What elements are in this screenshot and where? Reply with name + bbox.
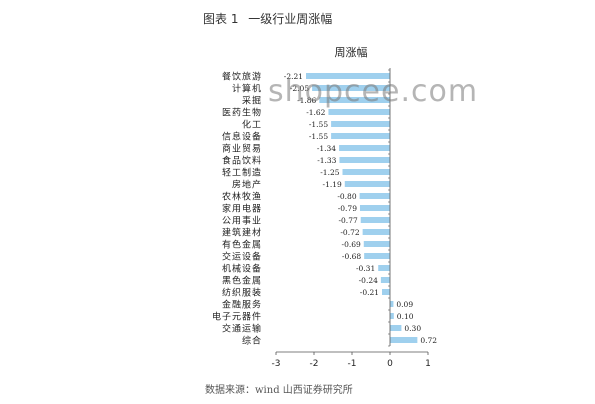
bar-1 <box>312 85 390 91</box>
bar-8 <box>342 169 390 175</box>
x-tick-label-2: -1 <box>348 359 357 369</box>
x-tick-label-0: -3 <box>272 359 281 369</box>
category-label-3: 医药生物 <box>222 107 262 119</box>
category-label-20: 电子元器件 <box>212 311 262 323</box>
category-label-16: 机械设备 <box>222 263 262 275</box>
chart-panel: 周涨幅餐饮旅游 -2.21 计算机 -2.05 采掘 -1.86 医药生物 -1.62 化工 -1… <box>205 30 465 370</box>
bar-13 <box>362 229 390 235</box>
bar-20 <box>390 313 394 319</box>
value-label-7: -1.33 <box>317 156 336 165</box>
bar-3 <box>328 109 390 115</box>
category-label-2: 采掘 <box>242 95 262 107</box>
category-label-12: 公用事业 <box>222 215 262 227</box>
category-label-15: 交运设备 <box>222 251 262 263</box>
value-label-9: -1.19 <box>323 180 342 189</box>
category-label-7: 食品饮料 <box>222 155 262 167</box>
category-label-1: 计算机 <box>232 83 262 95</box>
category-label-17: 黑色金属 <box>222 275 262 287</box>
x-tick-label-1: -2 <box>310 359 319 369</box>
value-label-22: 0.72 <box>420 336 437 345</box>
data-source: 数据来源：wind 山西证券研究所 <box>205 385 353 396</box>
figure-label: 图表 1 <box>203 12 239 26</box>
category-label-13: 建筑建材 <box>222 227 262 239</box>
bar-5 <box>331 133 390 139</box>
bar-22 <box>390 337 418 343</box>
value-label-12: -0.77 <box>339 216 358 225</box>
value-label-10: -0.80 <box>337 192 356 201</box>
bar-9 <box>344 181 390 187</box>
value-label-14: -0.69 <box>342 240 361 249</box>
value-label-8: -1.25 <box>320 168 339 177</box>
value-label-6: -1.34 <box>317 144 336 153</box>
value-label-16: -0.31 <box>356 264 375 273</box>
bar-16 <box>378 265 390 271</box>
bar-4 <box>331 121 390 127</box>
value-label-15: -0.68 <box>342 252 361 261</box>
value-label-20: 0.10 <box>397 312 414 321</box>
bar-14 <box>363 241 390 247</box>
value-label-2: -1.86 <box>297 96 316 105</box>
bar-12 <box>360 217 390 223</box>
value-label-5: -1.55 <box>309 132 328 141</box>
bar-10 <box>359 193 390 199</box>
value-label-19: 0.09 <box>396 300 413 309</box>
chart-title: 周涨幅 <box>335 46 368 59</box>
figure-title: 一级行业周涨幅 <box>248 12 333 26</box>
value-label-13: -0.72 <box>340 228 359 237</box>
x-tick-label-4: 1 <box>425 359 431 369</box>
bar-19 <box>390 301 394 307</box>
category-label-19: 金融服务 <box>222 299 262 311</box>
bar-2 <box>319 97 390 103</box>
value-label-3: -1.62 <box>306 108 325 117</box>
value-label-11: -0.79 <box>338 204 357 213</box>
category-label-5: 信息设备 <box>222 131 262 143</box>
category-label-9: 房地产 <box>232 179 262 191</box>
category-label-21: 交通运输 <box>222 323 262 335</box>
bar-21 <box>390 325 402 331</box>
bar-6 <box>339 145 390 151</box>
category-label-11: 家用电器 <box>222 203 262 215</box>
category-label-22: 综合 <box>242 335 262 347</box>
value-label-1: -2.05 <box>290 84 309 93</box>
category-label-14: 有色金属 <box>222 239 262 251</box>
value-label-18: -0.21 <box>360 288 379 297</box>
bar-18 <box>382 289 390 295</box>
watermark: shopcee.com <box>268 74 479 109</box>
value-label-17: -0.24 <box>359 276 378 285</box>
category-label-4: 化工 <box>242 119 262 131</box>
bar-17 <box>380 277 390 283</box>
value-label-21: 0.30 <box>404 324 421 333</box>
category-label-10: 农林牧渔 <box>222 191 262 203</box>
bar-0 <box>306 73 390 79</box>
bar-7 <box>339 157 390 163</box>
x-tick-label-3: 0 <box>387 359 393 369</box>
figure-caption: 图表 1 一级行业周涨幅 <box>203 10 338 27</box>
category-label-0: 餐饮旅游 <box>222 71 262 83</box>
category-label-8: 轻工制造 <box>222 167 262 179</box>
category-label-18: 纺织服装 <box>222 287 262 299</box>
value-label-4: -1.55 <box>309 120 328 129</box>
value-label-0: -2.21 <box>284 72 303 81</box>
bar-11 <box>359 205 390 211</box>
bar-15 <box>364 253 390 259</box>
category-label-6: 商业贸易 <box>222 143 262 155</box>
